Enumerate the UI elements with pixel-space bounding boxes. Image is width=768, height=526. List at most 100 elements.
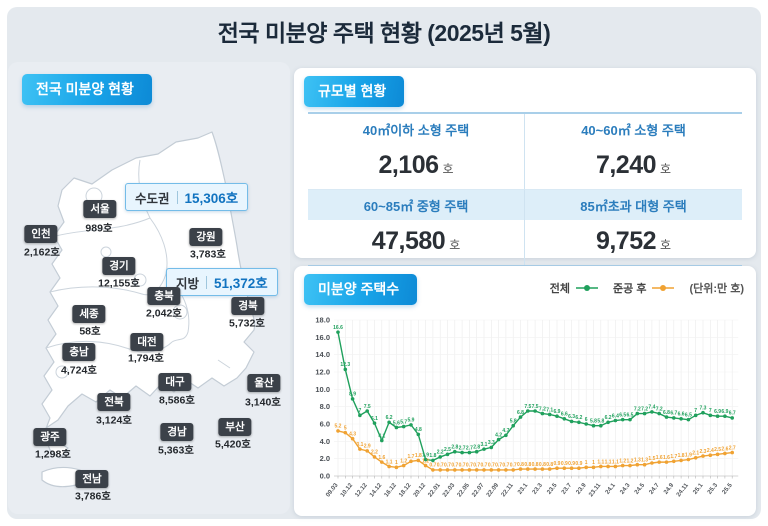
data-point-label: 5.7 [400,419,407,425]
data-point [701,410,705,415]
data-point-label: 2.8 [451,445,458,451]
size-cell-label: 85㎡초과 대형 주택 [525,190,742,220]
unsold-housing-chart: 0.0 2.0 4.0 6.0 8.0 10.0 12.0 14.0 16.0 18.0 09.03… [315,316,739,498]
data-point-label: 1.9 [422,452,429,458]
y-axis-tick-label: 12.0 [315,368,330,377]
data-point [540,467,545,471]
x-axis-tick-label: 16.12 [383,481,398,498]
data-point [613,464,618,469]
size-cell-value: 47,580 호 [308,220,525,265]
data-point-label: 5.8 [590,419,597,425]
y-axis-tick-label: 0.0 [320,472,330,481]
data-point-label: 0.9 [575,461,582,467]
data-point [533,467,537,471]
chart-panel-header: 미분양 주택수 [304,274,418,305]
data-point [416,432,421,437]
data-point [489,468,494,472]
data-point-label: 0.9 [554,461,561,467]
data-point [686,417,691,422]
size-panel-header: 규모별 현황 [304,76,405,107]
data-point [358,447,362,451]
data-point-label: 0.7 [451,463,458,469]
data-point-label: 6.4 [612,413,619,419]
data-point [409,459,413,464]
legend-label: 전체 [549,283,571,295]
data-point [511,423,515,428]
data-point [642,462,647,467]
data-point [613,418,618,423]
data-point-label: 1.1 [597,459,604,465]
data-point [336,429,340,433]
x-axis-tick-label: 22.01 [427,481,442,498]
data-point [693,413,698,418]
x-axis-tick-label: 25.1 [692,481,705,495]
x-axis-tick-label: 23.3 [531,481,544,495]
data-point [401,424,406,429]
data-point-label: 6.7 [729,411,736,417]
data-point [584,422,588,426]
x-axis-tick-label: 18.12 [398,481,413,498]
data-point [416,458,421,463]
size-cell-value: 2,106 호 [308,144,525,190]
data-point [642,411,647,416]
x-axis-tick-label: 23.7 [560,481,573,495]
size-table: 40㎡이하 소형 주택 40~60㎡ 소형 주택 2,106 호 7,240 호 6… [308,112,742,267]
chart-unit-note: (단위:만 호) [689,283,744,295]
data-point [664,415,669,419]
data-point-label: 1.5 [648,456,655,462]
data-point [336,330,340,334]
data-point [423,463,428,468]
data-point [584,465,588,470]
data-point [431,468,435,472]
data-point-label: 6.9 [714,409,721,415]
data-point [372,455,377,459]
data-point [577,420,581,425]
data-point [460,468,464,472]
data-point [380,438,384,443]
data-point-label: 2.2 [371,450,378,456]
data-point-label: 6.6 [678,412,685,418]
data-point-label: 7.5 [524,404,531,410]
map-panel-header: 전국 미분양 현황 [22,74,152,105]
x-axis-tick-label: 22.07 [471,481,486,498]
data-point-label: 7.5 [532,404,539,410]
data-point-label: 3.1 [481,442,488,448]
data-point [467,450,472,455]
data-point [394,465,399,470]
data-point [679,458,683,463]
data-point-label: 6.9 [554,409,561,415]
data-point [343,430,348,435]
data-point-label: 1.8 [415,453,422,459]
data-point-label: 1.1 [605,459,612,465]
map-panel: 전국 미분양 현황 수도권 [8,62,290,514]
data-point-label: 0.8 [517,462,524,468]
data-point [547,412,552,417]
size-cell-label: 40㎡이하 소형 주택 [308,114,525,144]
data-point-label: 2.2 [437,450,444,456]
y-axis-tick-label: 14.0 [315,350,330,359]
data-point-label: 1.9 [685,452,692,458]
data-point-label: 2.1 [692,451,699,457]
data-point-label: 8.9 [349,392,356,398]
data-point [445,452,450,457]
data-point [423,457,428,462]
data-point [482,447,486,451]
data-point [387,464,391,469]
data-point-label: 0.8 [524,462,531,468]
data-point [474,449,479,454]
y-axis-tick-label: 10.0 [315,385,330,394]
chart-area: 0.0 2.0 4.0 6.0 8.0 10.0 12.0 14.0 16.0 18.0 09.03… [302,308,748,512]
data-point [606,420,610,425]
data-point [555,466,559,470]
data-point [650,461,654,465]
data-point-label: 6.2 [605,415,612,421]
data-point [504,433,508,438]
legend-item: 전체 [550,280,599,296]
data-point-label: 7.2 [539,406,546,412]
x-axis-tick-label: 23.11 [588,481,603,498]
data-point-label: 0.7 [473,463,480,469]
data-point [577,466,581,470]
data-point-label: 6.5 [627,412,634,418]
data-point-label: 2.4 [707,448,714,454]
data-point [496,437,501,442]
